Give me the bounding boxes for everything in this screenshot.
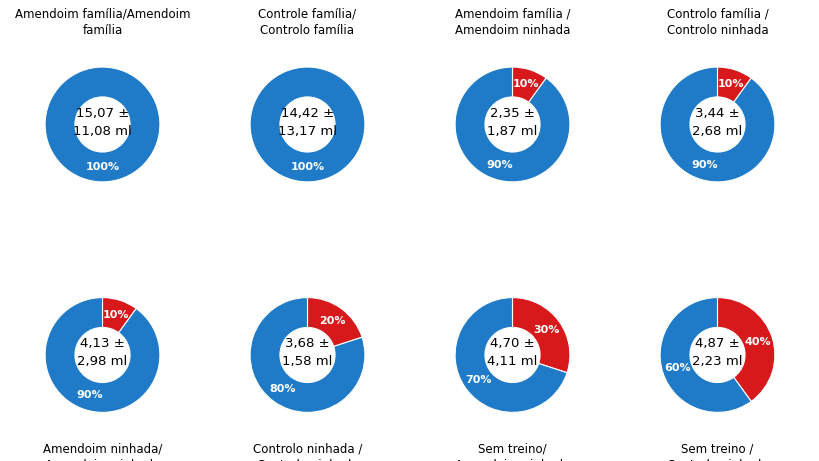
Text: 10%: 10% [512,79,538,89]
Wedge shape [659,67,774,182]
Text: 60%: 60% [663,363,690,373]
Text: 20%: 20% [319,316,346,325]
Wedge shape [45,67,160,182]
Text: 15,07 ±
11,08 ml: 15,07 ± 11,08 ml [73,106,132,138]
Wedge shape [45,297,160,413]
Wedge shape [102,297,136,333]
Text: 10%: 10% [717,79,743,89]
Text: Controle família/
Controlo família: Controle família/ Controlo família [258,8,356,37]
Text: 4,13 ±
2,98 ml: 4,13 ± 2,98 ml [77,337,128,368]
Text: Sem treino/
Amendoim ninhada: Sem treino/ Amendoim ninhada [455,443,569,461]
Text: 80%: 80% [269,384,296,394]
Text: Amendoim família/Amendoim
família: Amendoim família/Amendoim família [15,8,190,37]
Text: 4,70 ±
4,11 ml: 4,70 ± 4,11 ml [486,337,537,368]
Text: 3,68 ±
1,58 ml: 3,68 ± 1,58 ml [282,337,333,368]
Text: 90%: 90% [76,390,102,400]
Text: 40%: 40% [744,337,770,347]
Text: 4,87 ±
2,23 ml: 4,87 ± 2,23 ml [691,337,742,368]
Text: 70%: 70% [464,375,491,385]
Wedge shape [250,67,364,182]
Wedge shape [455,297,567,413]
Text: Controlo ninhada /
Controlo ninhada: Controlo ninhada / Controlo ninhada [252,443,362,461]
Wedge shape [717,297,774,402]
Text: 2,35 ±
1,87 ml: 2,35 ± 1,87 ml [486,106,537,138]
Text: 10%: 10% [102,310,129,319]
Text: 90%: 90% [486,160,512,170]
Text: 100%: 100% [290,162,324,172]
Wedge shape [717,67,750,102]
Text: Amendoim ninhada/
Amendoim ninhada: Amendoim ninhada/ Amendoim ninhada [43,443,162,461]
Text: 30%: 30% [533,325,559,335]
Text: 14,42 ±
13,17 ml: 14,42 ± 13,17 ml [278,106,337,138]
Text: 90%: 90% [690,160,717,170]
Text: 3,44 ±
2,68 ml: 3,44 ± 2,68 ml [691,106,742,138]
Wedge shape [455,67,569,182]
Wedge shape [307,297,362,347]
Wedge shape [512,297,569,372]
Wedge shape [659,297,750,413]
Wedge shape [512,67,545,102]
Text: Amendoim família /
Amendoim ninhada: Amendoim família / Amendoim ninhada [455,8,569,37]
Text: Controlo família /
Controlo ninhada: Controlo família / Controlo ninhada [666,8,767,37]
Text: 100%: 100% [85,162,120,172]
Wedge shape [250,297,364,413]
Text: Sem treino /
Controlo ninhada: Sem treino / Controlo ninhada [666,443,767,461]
